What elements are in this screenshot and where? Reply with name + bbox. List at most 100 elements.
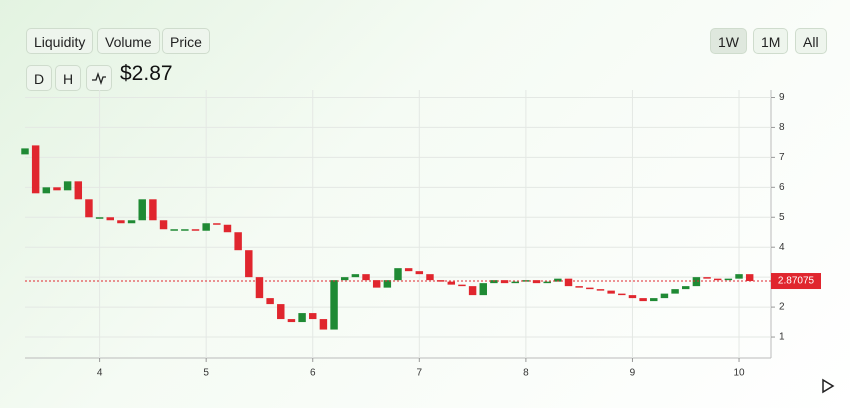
range-button[interactable]: 1W bbox=[710, 28, 747, 54]
candle-body bbox=[159, 220, 168, 230]
candle-body bbox=[639, 298, 647, 302]
x-tick-label: 9 bbox=[630, 368, 636, 379]
candle-body bbox=[138, 199, 146, 221]
candle-body bbox=[202, 223, 210, 231]
candle-body bbox=[213, 223, 221, 225]
candle-body bbox=[436, 280, 445, 282]
candle-body bbox=[255, 277, 264, 299]
candle-body bbox=[458, 284, 466, 287]
candle-body bbox=[618, 293, 626, 296]
candle-body bbox=[31, 145, 40, 194]
y-tick-label: 8 bbox=[779, 122, 785, 133]
candle-body bbox=[191, 229, 200, 231]
y-tick-label: 1 bbox=[779, 332, 785, 343]
candle-body bbox=[447, 281, 456, 285]
candle-body bbox=[117, 220, 125, 224]
play-icon bbox=[822, 378, 835, 394]
candle-body bbox=[42, 187, 51, 194]
candle-body bbox=[21, 148, 29, 155]
y-tick-label: 4 bbox=[779, 242, 785, 253]
candle-body bbox=[394, 268, 402, 281]
candle-body bbox=[564, 278, 573, 287]
candle-body bbox=[234, 232, 242, 251]
candle-body bbox=[713, 278, 722, 281]
y-tick-label: 5 bbox=[779, 212, 785, 223]
candle-body bbox=[415, 271, 424, 275]
candle-body bbox=[607, 290, 615, 294]
candle-body bbox=[479, 283, 487, 296]
x-tick-label: 10 bbox=[733, 368, 745, 379]
y-tick-label: 7 bbox=[779, 152, 785, 163]
current-price: $2.87 bbox=[120, 62, 173, 85]
y-tick-label: 6 bbox=[779, 182, 785, 193]
x-tick-label: 6 bbox=[310, 368, 316, 379]
candle-body bbox=[170, 229, 178, 231]
line-toggle[interactable] bbox=[86, 65, 112, 91]
candle-body bbox=[330, 280, 338, 330]
x-tick-label: 5 bbox=[203, 368, 209, 379]
candle-body bbox=[522, 280, 530, 282]
candle-body bbox=[351, 274, 360, 278]
x-tick-label: 4 bbox=[97, 368, 103, 379]
candle-body bbox=[223, 224, 232, 233]
candle-body bbox=[586, 287, 594, 290]
candle-body bbox=[181, 229, 189, 231]
y-tick-label: 3 bbox=[779, 272, 785, 283]
candle-body bbox=[628, 295, 637, 299]
candle-body bbox=[543, 281, 551, 284]
candle-body bbox=[575, 286, 583, 288]
candle-body bbox=[735, 274, 743, 279]
x-tick-label: 7 bbox=[417, 368, 423, 379]
candle-body bbox=[660, 293, 669, 299]
candle-body bbox=[245, 250, 253, 278]
interval-button[interactable]: H bbox=[55, 65, 82, 91]
tab-button[interactable]: Price bbox=[162, 28, 210, 54]
candle-body bbox=[309, 313, 317, 320]
candle-body bbox=[532, 280, 541, 284]
candle-body bbox=[277, 304, 285, 320]
tab-button[interactable]: Volume bbox=[97, 28, 160, 54]
candle-body bbox=[596, 289, 605, 291]
candle-body bbox=[63, 181, 72, 191]
candle-body bbox=[490, 280, 498, 284]
candle-body bbox=[724, 278, 733, 281]
candle-body bbox=[85, 199, 93, 218]
candle-body bbox=[745, 274, 754, 282]
candle-body bbox=[426, 274, 434, 281]
candle-body bbox=[106, 217, 114, 221]
candle-body bbox=[500, 280, 509, 284]
candle-body bbox=[95, 217, 104, 219]
candle-body bbox=[53, 187, 61, 191]
candle-body bbox=[372, 280, 381, 288]
candle-body bbox=[149, 199, 157, 221]
current-price-label: 2.87075 bbox=[778, 276, 815, 287]
candle-body bbox=[127, 220, 136, 224]
candle-body bbox=[74, 181, 83, 200]
candle-body bbox=[383, 280, 392, 288]
tab-button[interactable]: Liquidity bbox=[26, 28, 94, 54]
candle-body bbox=[340, 277, 349, 281]
candle-body bbox=[554, 278, 562, 282]
candle-body bbox=[298, 313, 306, 323]
candle-body bbox=[703, 277, 711, 279]
candle-body bbox=[682, 286, 690, 290]
candle-body bbox=[650, 298, 658, 302]
candle-body bbox=[266, 298, 274, 305]
line-icon bbox=[92, 71, 106, 86]
candle-body bbox=[362, 274, 370, 281]
candle-body bbox=[404, 268, 413, 272]
current-price-tag bbox=[771, 273, 821, 290]
y-tick-label: 2 bbox=[779, 302, 785, 313]
candle-body bbox=[692, 277, 701, 287]
candle-body bbox=[468, 286, 477, 296]
candle-body bbox=[287, 319, 296, 323]
x-tick-label: 8 bbox=[523, 368, 529, 379]
interval-button[interactable]: D bbox=[26, 65, 53, 91]
candle-body bbox=[511, 281, 519, 284]
y-tick-label: 9 bbox=[779, 92, 785, 103]
candle-body bbox=[319, 319, 328, 330]
range-button[interactable]: 1M bbox=[753, 28, 789, 54]
range-button[interactable]: All bbox=[795, 28, 827, 54]
candle-body bbox=[671, 289, 679, 294]
